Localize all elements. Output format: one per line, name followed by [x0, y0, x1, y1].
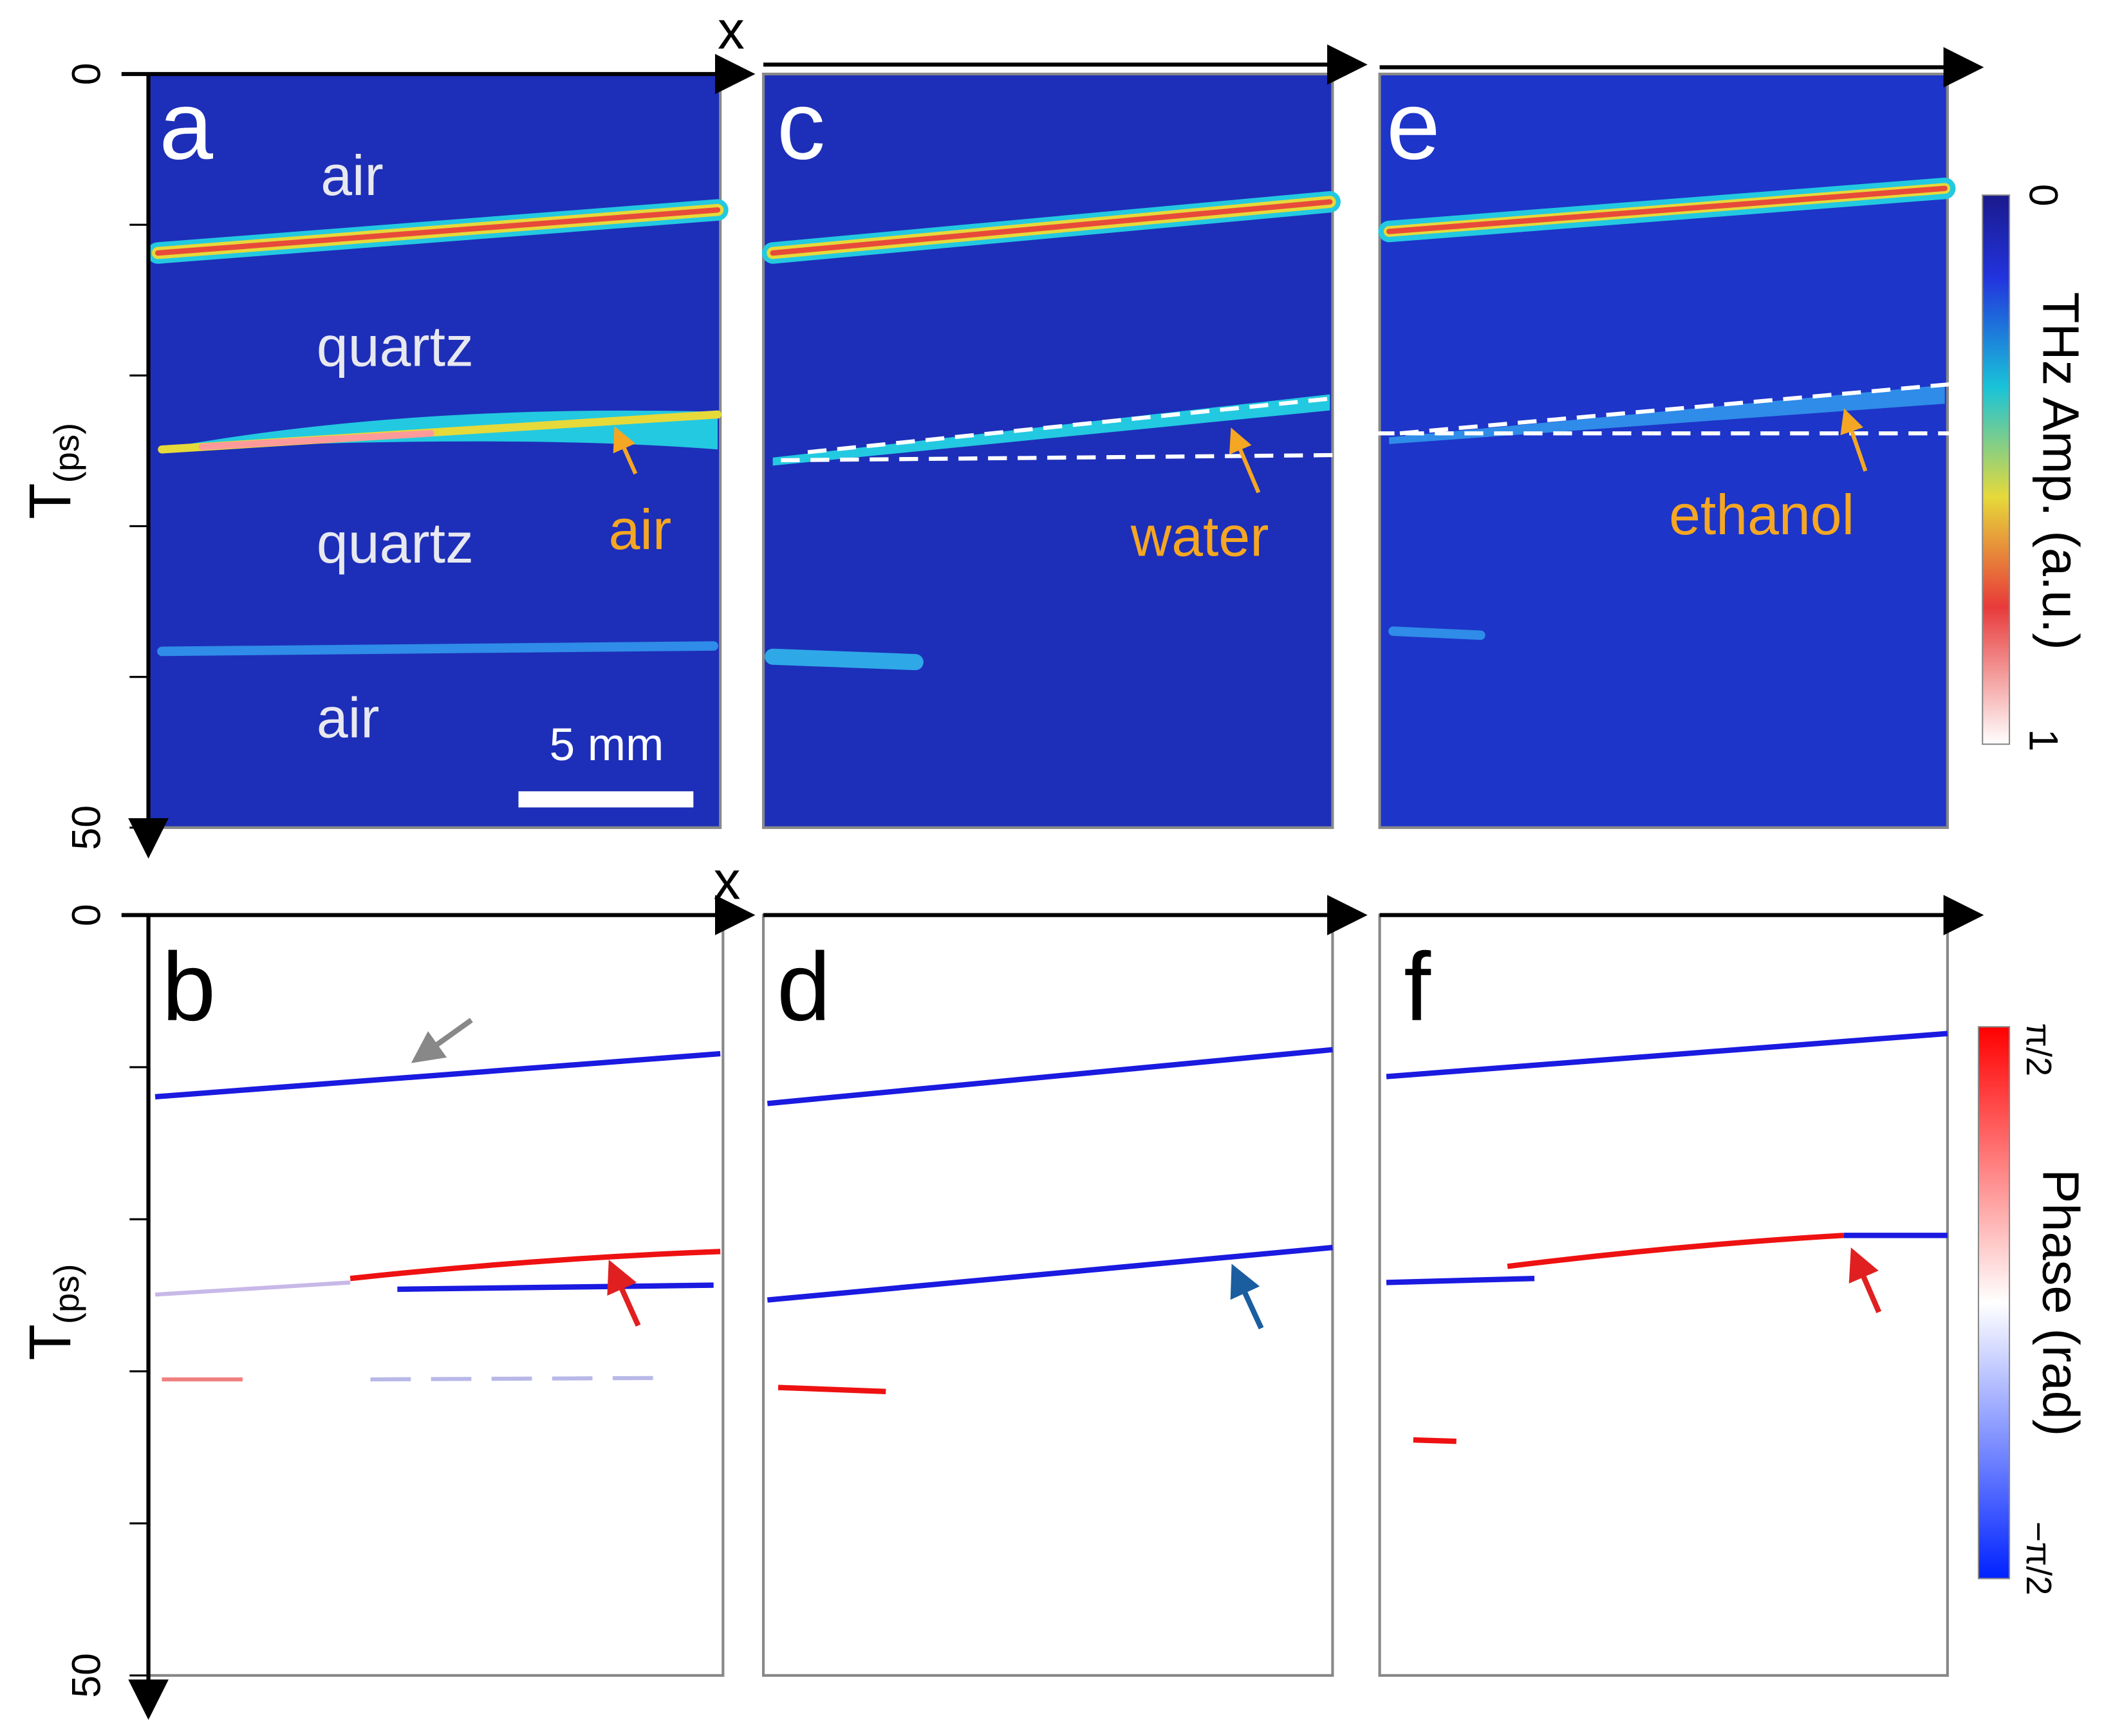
scale-bar-label: 5 mm — [550, 720, 664, 770]
t-unit: (ps) — [47, 1264, 86, 1325]
panel-letter: c — [777, 71, 825, 180]
arrow-label: air — [609, 498, 672, 561]
x-label: x — [718, 0, 745, 60]
panel-letter: b — [162, 933, 216, 1041]
t-symbol: T — [17, 1324, 83, 1360]
arrow-label: water — [1130, 505, 1269, 568]
phase-colorbar — [1977, 1026, 2011, 1580]
t-tick: 50 — [64, 1653, 109, 1698]
arrow — [1840, 408, 1868, 472]
annotation: air — [321, 144, 384, 207]
colorbar-title: THz Amp. (a.u.) — [2032, 292, 2089, 650]
amplitude-panels — [147, 72, 1966, 829]
x-label: x — [714, 850, 741, 911]
panel-letter: f — [1404, 933, 1431, 1041]
arrow — [1230, 1264, 1264, 1330]
colorbar-tick: 0 — [2020, 184, 2065, 207]
annotation: quartz — [317, 512, 474, 575]
t-symbol: T — [17, 483, 83, 519]
colorbar-tick: π/2 — [2019, 1023, 2058, 1076]
phase-traces — [154, 1031, 1948, 1444]
panel-letter: d — [777, 933, 831, 1041]
arrow — [1229, 427, 1261, 494]
t-axis-label: T(ps) — [17, 1264, 86, 1361]
t-tick: 50 — [64, 805, 109, 850]
t-tick: 0 — [64, 63, 109, 86]
panel-f — [1378, 913, 1949, 1677]
phase-panels — [147, 913, 1949, 1677]
arrow — [1848, 1247, 1882, 1314]
colorbar-title: Phase (rad) — [2032, 1169, 2089, 1436]
arrow — [607, 1259, 641, 1327]
streaks — [147, 177, 1956, 671]
t-unit: (ps) — [47, 423, 86, 483]
arrow-label: ethanol — [1669, 483, 1854, 546]
axes — [121, 44, 1984, 1720]
panel-letter: e — [1386, 71, 1440, 180]
scale-bar — [518, 791, 694, 808]
amplitude-colorbar — [1982, 194, 2011, 745]
colorbar-tick: 1 — [2020, 729, 2065, 751]
annotation: air — [317, 687, 380, 750]
t-tick: 0 — [64, 904, 109, 926]
annotation: quartz — [317, 315, 474, 378]
panel-b — [147, 913, 725, 1677]
panel-letter: a — [159, 71, 213, 180]
colorbar-tick: −π/2 — [2019, 1522, 2058, 1596]
arrow — [411, 1018, 473, 1063]
panel-a — [147, 72, 722, 829]
arrow — [613, 426, 638, 475]
t-axis-label: T(ps) — [17, 423, 86, 519]
